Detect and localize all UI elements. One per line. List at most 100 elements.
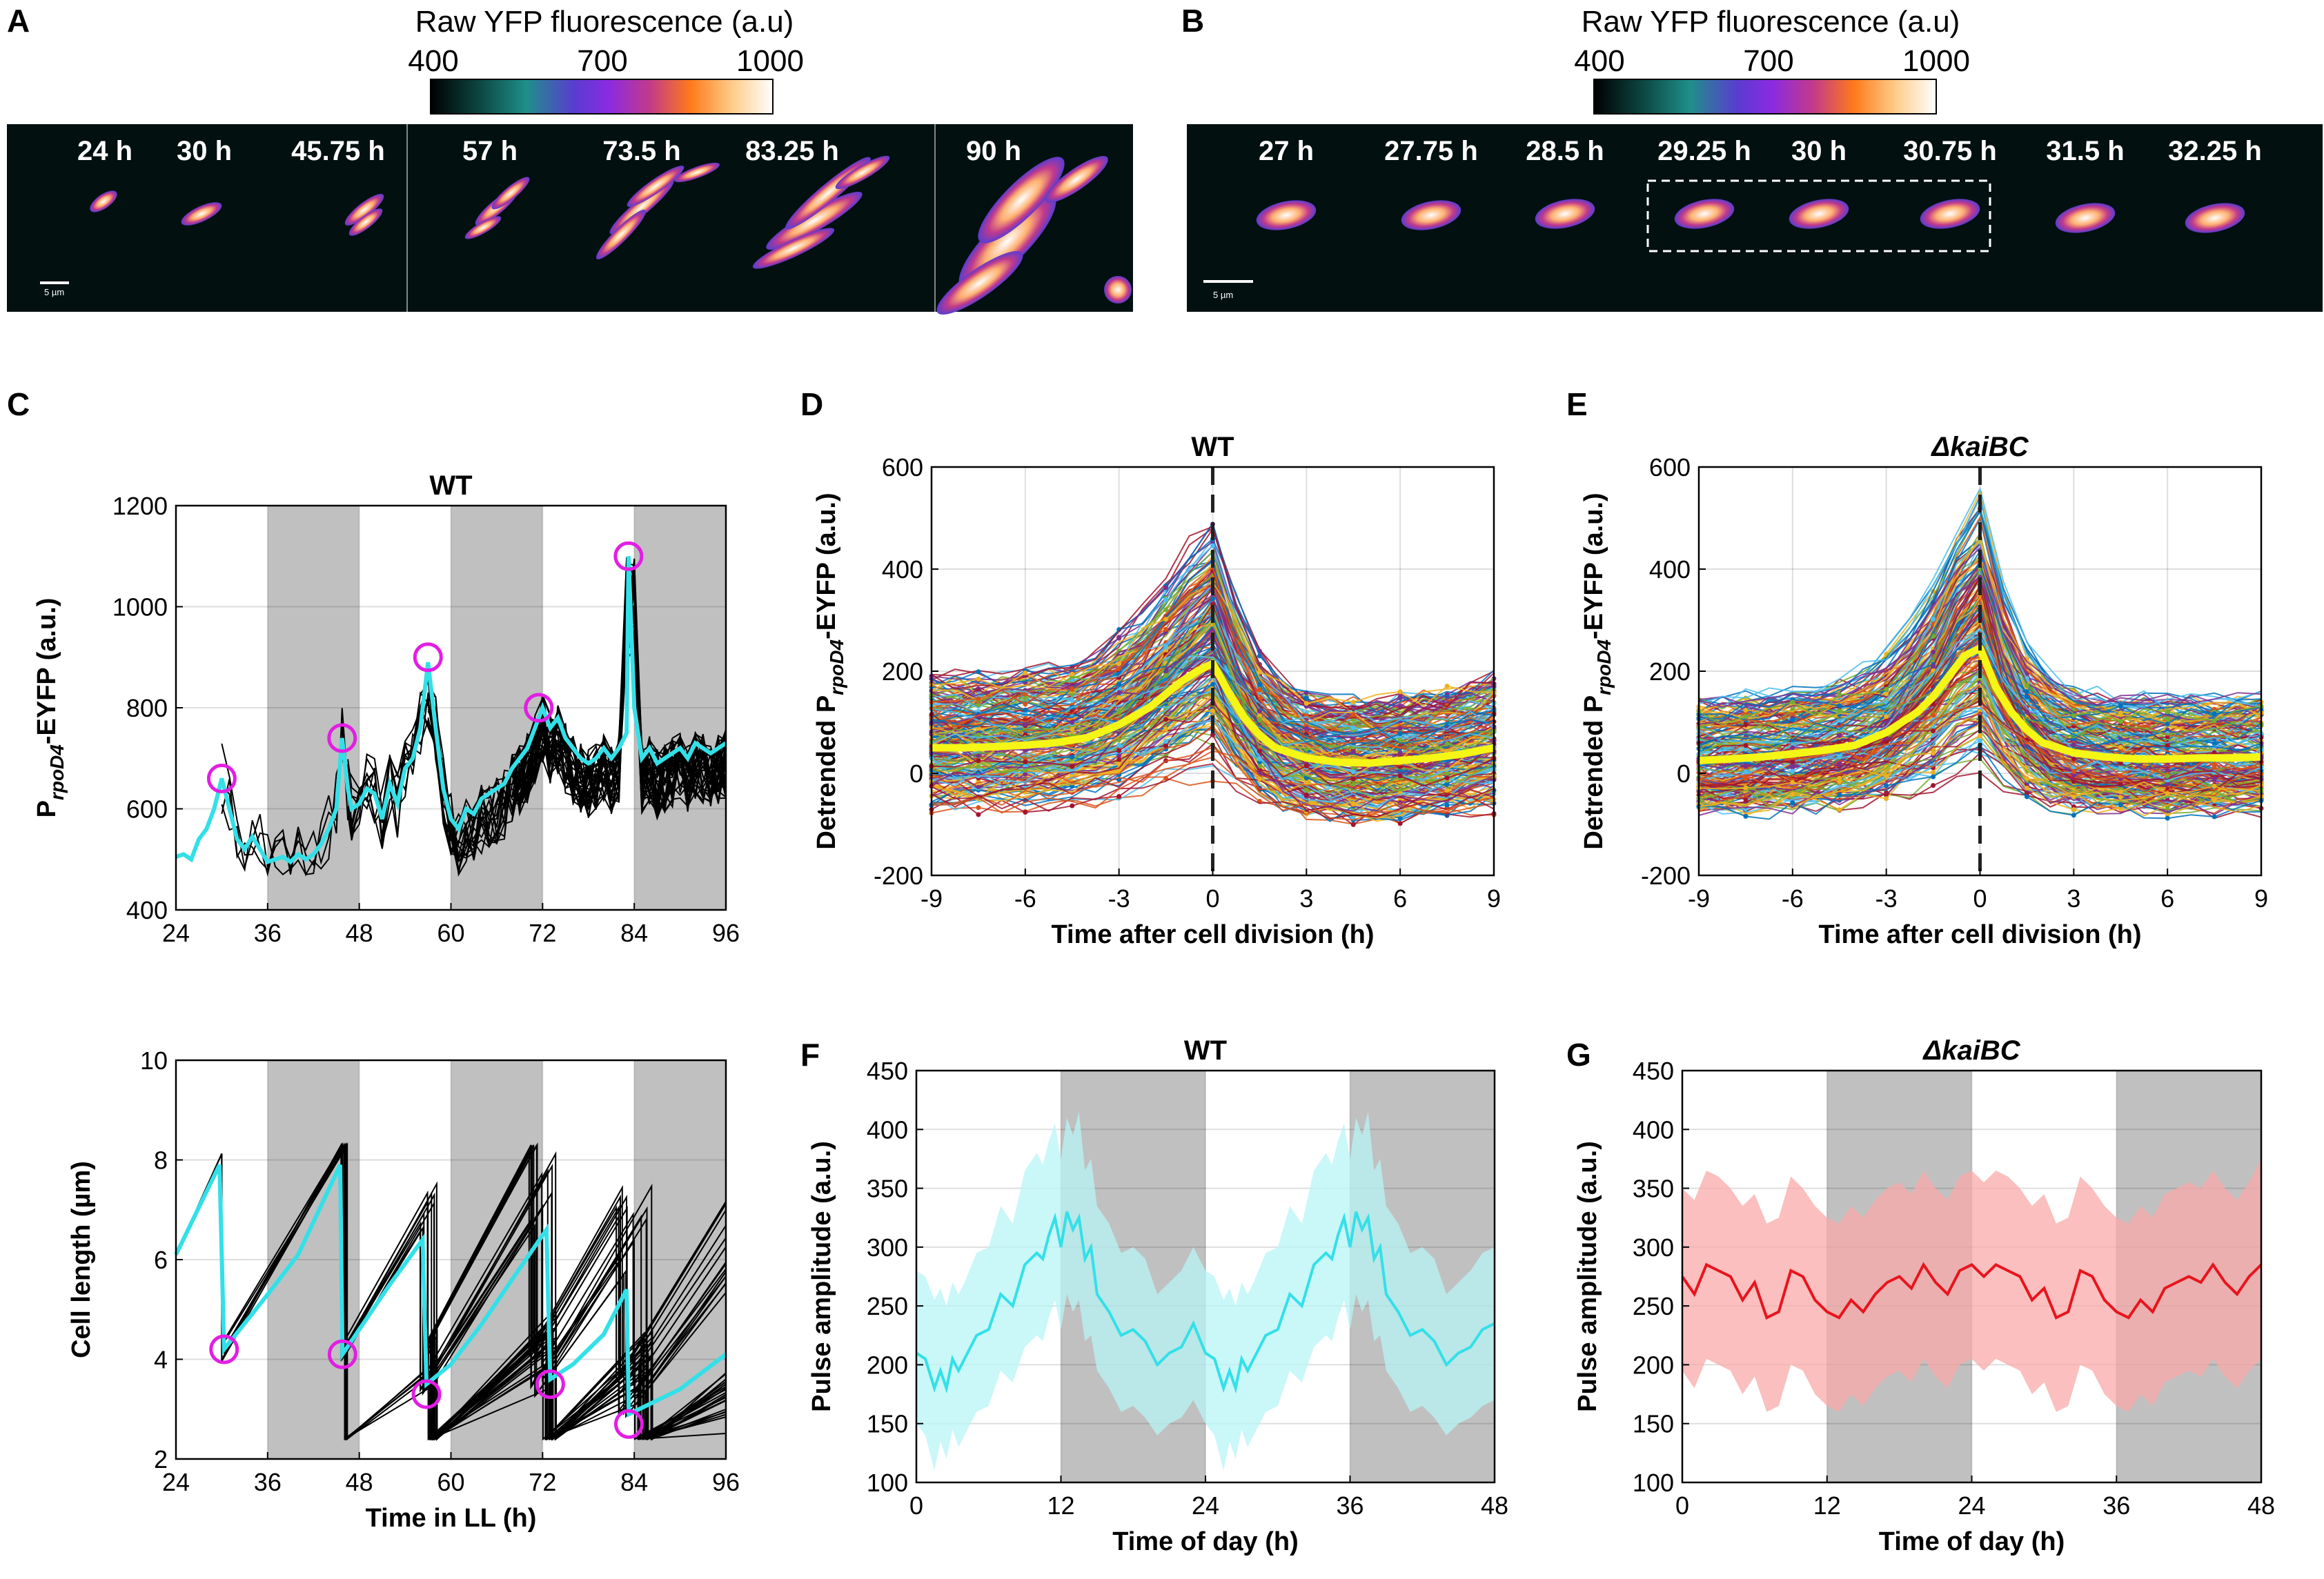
x-tick-label: 48 xyxy=(346,919,373,947)
trace-point xyxy=(1837,692,1842,697)
cell-blob xyxy=(609,179,674,235)
trace-point xyxy=(1931,617,1936,622)
trace-point xyxy=(1303,787,1309,793)
trace-point xyxy=(1210,732,1215,737)
trace-point xyxy=(1350,802,1356,807)
trace-point xyxy=(1023,707,1028,713)
colorbar-B-tick-700: 700 xyxy=(1743,44,1793,78)
chart-G: 0 12 24 36 48 100 150 200 250 300 350 400 450 ΔkaiBC T… xyxy=(1573,1035,2275,1556)
x-tick-label: 6 xyxy=(2160,884,2174,913)
y-axis-label: Detrended PrpoD4-EYFP (a.u.) xyxy=(1579,493,1615,849)
trace-point xyxy=(1303,701,1309,706)
single-cell-trace xyxy=(1698,597,2262,793)
trace-point xyxy=(1116,635,1122,640)
cell-blob xyxy=(2185,203,2245,233)
trace-point xyxy=(2118,766,2123,771)
trace-point xyxy=(1884,739,1889,745)
division-marker xyxy=(613,541,644,571)
trace-point xyxy=(1790,759,1795,764)
trace-point xyxy=(2118,744,2123,750)
scale-bar-A-label: 5 µm xyxy=(44,287,64,297)
trace-point xyxy=(1350,782,1356,788)
cell-length-trace xyxy=(427,1151,727,1398)
cell-blob xyxy=(1045,156,1108,203)
trace-point xyxy=(1350,776,1356,782)
panel-label-D: D xyxy=(800,386,823,422)
timepoint-label: 27 h xyxy=(1259,136,1314,166)
trace-point xyxy=(976,758,981,764)
night-shade xyxy=(634,506,726,910)
trace-point xyxy=(1257,748,1262,754)
cell-blob xyxy=(766,191,863,250)
trace-point xyxy=(1163,673,1169,678)
x-tick-label: 0 xyxy=(1205,884,1219,913)
timepoint-label: 30 h xyxy=(1791,136,1847,166)
trace-point xyxy=(1837,775,1842,781)
trace-point xyxy=(1444,788,1450,793)
confidence-band xyxy=(1682,1158,2261,1412)
x-axis-label: Time in LL (h) xyxy=(366,1504,537,1533)
x-axis-label: Time after cell division (h) xyxy=(1051,920,1374,949)
trace-point xyxy=(1070,754,1075,759)
colorbar-A-tick-400: 400 xyxy=(408,44,458,78)
cell-blob xyxy=(464,216,502,239)
trace-point xyxy=(2118,802,2123,808)
timepoint-label: 29.25 h xyxy=(1657,136,1751,166)
y-axis-label-subscript: rpoD4 xyxy=(1593,639,1615,695)
y-tick-label: 800 xyxy=(126,694,168,722)
y-axis-label: Detrended PrpoD4-EYFP (a.u.) xyxy=(812,493,847,849)
chart-title: WT xyxy=(1184,1035,1227,1066)
colorbar-B-bar xyxy=(1593,79,1937,115)
trace-point xyxy=(1350,699,1356,705)
trace-point xyxy=(1931,728,1936,733)
trace-point xyxy=(2212,762,2217,767)
x-tick-label: -3 xyxy=(1875,884,1898,913)
panel-label-F: F xyxy=(800,1037,820,1073)
y-tick-label: 2 xyxy=(154,1445,168,1473)
trace-point xyxy=(1116,753,1122,759)
y-tick-label: 450 xyxy=(1633,1057,1674,1085)
single-cell-trace xyxy=(1698,682,2262,815)
cell-blob xyxy=(491,177,530,210)
y-tick-label: 300 xyxy=(867,1233,908,1262)
y-tick-label: 8 xyxy=(154,1146,168,1175)
y-tick-label: 200 xyxy=(1633,1351,1674,1379)
trace-point xyxy=(1257,687,1262,693)
chart-C-top: 24 36 48 60 72 84 96 400 600 800 1000 1200 WT PrpoD4-… xyxy=(32,470,740,947)
confidence-band xyxy=(916,1111,1495,1471)
trace-point xyxy=(1070,784,1075,789)
trace-point xyxy=(1023,771,1028,777)
y-tick-label: 600 xyxy=(882,453,923,481)
colorbar-A-bar xyxy=(430,79,774,115)
trace-point xyxy=(1303,763,1309,768)
y-tick-label: 250 xyxy=(1633,1292,1674,1320)
trace-point xyxy=(1743,764,1749,769)
division-marker xyxy=(411,1379,442,1409)
cell-blob xyxy=(1256,200,1317,230)
timepoint-label: 24 h xyxy=(77,136,132,166)
cell-blob xyxy=(1401,200,1461,230)
trace-point xyxy=(2118,719,2123,724)
x-axis-label: Time of day (h) xyxy=(1112,1527,1299,1556)
x-tick-label: 72 xyxy=(529,1468,556,1496)
y-tick-label: 0 xyxy=(909,759,923,788)
single-cell-trace xyxy=(931,713,1495,819)
mean-amplitude-line xyxy=(1681,1262,2263,1320)
panel-label-G: G xyxy=(1566,1037,1591,1073)
y-tick-label: 400 xyxy=(867,1115,908,1144)
trace-point xyxy=(1070,692,1075,697)
trace-point xyxy=(1023,722,1028,727)
y-axis-label-main: Detrended P xyxy=(812,695,841,850)
x-tick-label: 24 xyxy=(1192,1491,1219,1520)
y-tick-label: 200 xyxy=(867,1351,908,1379)
trace-point xyxy=(1116,794,1122,800)
y-tick-label: 150 xyxy=(1633,1410,1674,1438)
y-axis-label: Pulse amplitude (a.u.) xyxy=(807,1141,836,1412)
timepoint-label: 83.25 h xyxy=(745,136,839,166)
trace-point xyxy=(2165,773,2170,779)
cell-length-trace xyxy=(427,1325,727,1441)
colorbar-A-title: Raw YFP fluorescence (a.u) xyxy=(415,5,794,39)
trace-point xyxy=(1116,742,1122,748)
trace-point xyxy=(1163,739,1169,744)
y-tick-label: 400 xyxy=(126,896,168,924)
